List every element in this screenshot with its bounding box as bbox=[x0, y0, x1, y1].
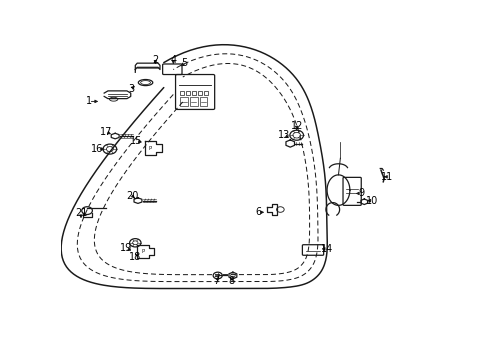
Text: 7: 7 bbox=[213, 276, 220, 286]
Text: 21: 21 bbox=[75, 208, 87, 218]
Text: 19: 19 bbox=[121, 243, 133, 253]
Text: 1: 1 bbox=[86, 96, 92, 107]
Text: 20: 20 bbox=[126, 191, 139, 201]
Text: 15: 15 bbox=[130, 136, 143, 146]
Text: 2: 2 bbox=[152, 55, 159, 65]
Text: 6: 6 bbox=[256, 207, 262, 217]
Bar bbox=[190, 97, 197, 106]
Bar bbox=[192, 91, 196, 95]
Text: 13: 13 bbox=[278, 130, 291, 140]
Text: 8: 8 bbox=[228, 276, 234, 286]
Text: 14: 14 bbox=[321, 244, 333, 254]
Text: 4: 4 bbox=[170, 55, 176, 65]
Text: 12: 12 bbox=[291, 121, 303, 131]
Text: 18: 18 bbox=[129, 252, 142, 262]
Bar bbox=[180, 97, 188, 106]
Text: 17: 17 bbox=[100, 127, 112, 137]
Text: P: P bbox=[149, 146, 152, 151]
Text: 3: 3 bbox=[128, 84, 135, 94]
Text: 9: 9 bbox=[358, 188, 365, 198]
Text: 16: 16 bbox=[91, 144, 103, 154]
Bar bbox=[198, 91, 202, 95]
Bar bbox=[200, 97, 207, 106]
Text: 11: 11 bbox=[381, 172, 393, 182]
Bar bbox=[204, 91, 208, 95]
Text: P: P bbox=[141, 249, 145, 254]
Bar bbox=[186, 91, 190, 95]
Bar bbox=[180, 91, 184, 95]
Text: 5: 5 bbox=[181, 58, 188, 68]
Text: 10: 10 bbox=[366, 195, 378, 206]
